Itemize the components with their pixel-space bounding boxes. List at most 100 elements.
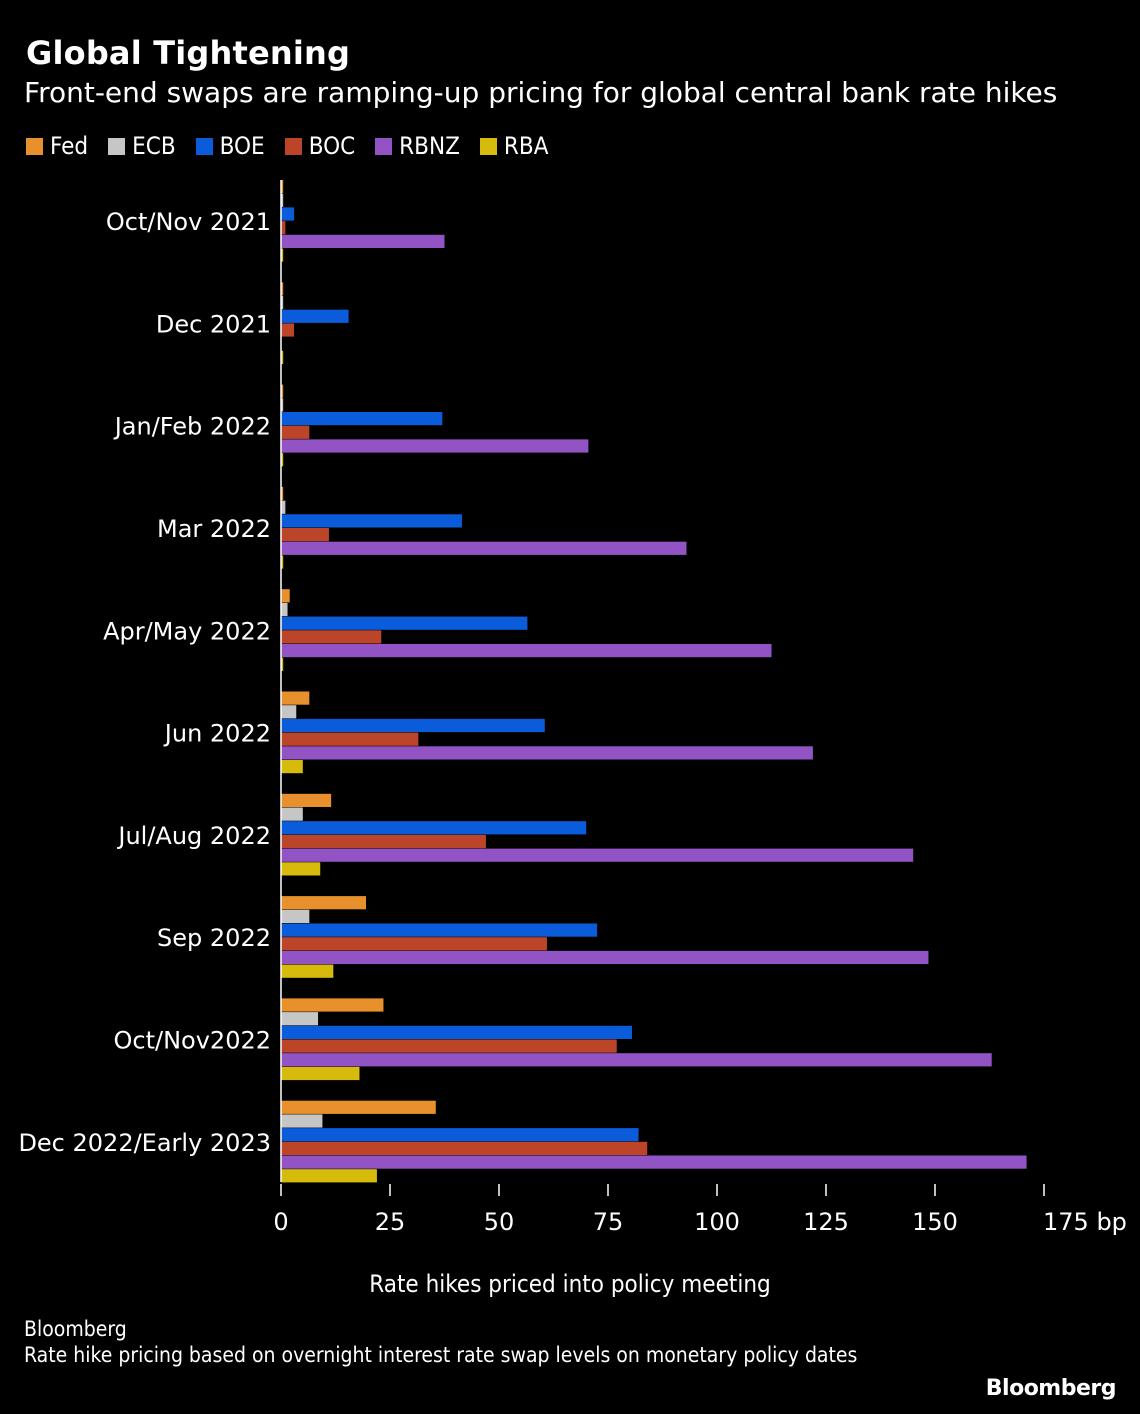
- legend-label: BOE: [219, 132, 265, 160]
- bar-chart: Oct/Nov 2021 Dec 2021 Jan/Feb 2022 Mar 2022…: [18, 180, 1127, 1236]
- bar-rbnz: [281, 439, 589, 453]
- bar-ecb: [281, 193, 284, 207]
- bar-rba: [281, 248, 284, 262]
- bar-ecb: [281, 398, 284, 412]
- bar-rbnz: [281, 1053, 992, 1067]
- category-label: Dec 2022/Early 2023: [18, 1129, 271, 1157]
- bar-rbnz: [281, 746, 813, 760]
- category-label: Jan/Feb 2022: [113, 413, 271, 441]
- bar-boe: [281, 309, 349, 323]
- bar-ecb: [281, 602, 288, 617]
- category-label: Mar 2022: [157, 515, 271, 543]
- legend-swatch-rba: [479, 137, 497, 155]
- category-label: Oct/Nov2022: [114, 1027, 272, 1055]
- bar-fed: [281, 384, 284, 398]
- bar-boe: [281, 207, 295, 221]
- bar-rba: [281, 350, 284, 364]
- bar-boc: [281, 528, 329, 542]
- bar-rbnz: [281, 234, 445, 248]
- bar-boc: [281, 630, 382, 644]
- bar-fed: [281, 1100, 436, 1114]
- bar-fed: [281, 998, 384, 1012]
- bloomberg-logo: Bloomberg: [985, 1376, 1117, 1401]
- bar-ecb: [281, 500, 286, 514]
- legend-item-ecb: ECB: [108, 132, 176, 160]
- chart-title: Global Tightening: [26, 34, 351, 72]
- bar-fed: [281, 896, 367, 910]
- bar-boe: [281, 616, 528, 630]
- legend-label: RBNZ: [399, 132, 460, 160]
- bar-rbnz: [281, 1155, 1027, 1169]
- category-label: Oct/Nov 2021: [106, 208, 271, 236]
- source-text: Bloomberg: [24, 1317, 127, 1341]
- bar-boe: [281, 718, 545, 733]
- bar-boc: [281, 732, 419, 746]
- bar-rbnz: [281, 644, 772, 658]
- bar-boc: [281, 323, 295, 337]
- bar-fed: [281, 691, 310, 705]
- bar-boc: [281, 937, 547, 951]
- bar-rbnz: [281, 848, 914, 862]
- x-tick-label: 75: [593, 1208, 624, 1236]
- bar-fed: [281, 793, 332, 807]
- bar-ecb: [281, 1012, 319, 1026]
- bar-rba: [281, 760, 303, 774]
- legend-item-rbnz: RBNZ: [375, 132, 460, 160]
- bar-rba: [281, 657, 284, 671]
- bar-boc: [281, 221, 286, 235]
- category-label: Apr/May 2022: [103, 617, 271, 645]
- bar-fed: [281, 282, 284, 296]
- bar-rbnz: [281, 541, 687, 555]
- x-tick-label: 100: [694, 1208, 740, 1236]
- legend-swatch-fed: [26, 137, 43, 155]
- legend-label: Fed: [50, 132, 89, 160]
- legend: Fed ECB BOE BOC RBNZ RBA: [26, 132, 568, 160]
- bar-rba: [281, 862, 321, 876]
- legend-swatch-ecb: [108, 137, 126, 155]
- x-tick-label: 150: [912, 1208, 958, 1236]
- bar-boc: [281, 1141, 648, 1155]
- x-tick-label: 125: [803, 1208, 849, 1236]
- bar-boe: [281, 1128, 639, 1142]
- legend-item-boc: BOC: [284, 132, 355, 160]
- bar-boe: [281, 514, 462, 528]
- category-label: Jul/Aug 2022: [116, 822, 271, 850]
- legend-label: RBA: [503, 132, 549, 160]
- chart-subtitle: Front-end swaps are ramping-up pricing f…: [24, 76, 1058, 109]
- x-tick-label: 25: [375, 1208, 406, 1236]
- bar-fed: [281, 486, 284, 501]
- legend-item-boe: BOE: [195, 132, 265, 160]
- x-axis-caption: Rate hikes priced into policy meeting: [369, 1270, 771, 1298]
- bar-ecb: [281, 296, 284, 310]
- bar-fed: [281, 589, 290, 603]
- footnote: Bloomberg Rate hike pricing based on ove…: [24, 1316, 964, 1368]
- bar-rba: [281, 1066, 360, 1081]
- bar-boc: [281, 834, 486, 849]
- bar-boc: [281, 425, 310, 439]
- bar-boe: [281, 821, 587, 835]
- bar-boe: [281, 1025, 632, 1039]
- bar-boe: [281, 923, 598, 937]
- legend-label: ECB: [132, 132, 176, 160]
- legend-item-rba: RBA: [479, 132, 549, 160]
- legend-swatch-boc: [284, 137, 302, 155]
- bar-rba: [281, 1169, 377, 1183]
- legend-swatch-rbnz: [375, 137, 393, 155]
- category-label: Dec 2021: [156, 310, 271, 338]
- bar-rba: [281, 555, 284, 569]
- bar-ecb: [281, 909, 310, 923]
- bar-ecb: [281, 1114, 323, 1128]
- bar-rbnz: [281, 950, 929, 965]
- bar-ecb: [281, 807, 303, 821]
- bar-ecb: [281, 705, 297, 719]
- note-text: Rate hike pricing based on overnight int…: [24, 1343, 858, 1367]
- bar-rba: [281, 453, 284, 467]
- bar-boe: [281, 412, 443, 426]
- legend-item-fed: Fed: [26, 132, 88, 160]
- bar-fed: [281, 180, 284, 194]
- x-tick-label: 0: [273, 1208, 288, 1236]
- legend-swatch-boe: [195, 137, 213, 155]
- category-label: Jun 2022: [163, 720, 271, 748]
- category-label: Sep 2022: [157, 924, 271, 952]
- x-tick-label: 175 bp: [1043, 1208, 1127, 1236]
